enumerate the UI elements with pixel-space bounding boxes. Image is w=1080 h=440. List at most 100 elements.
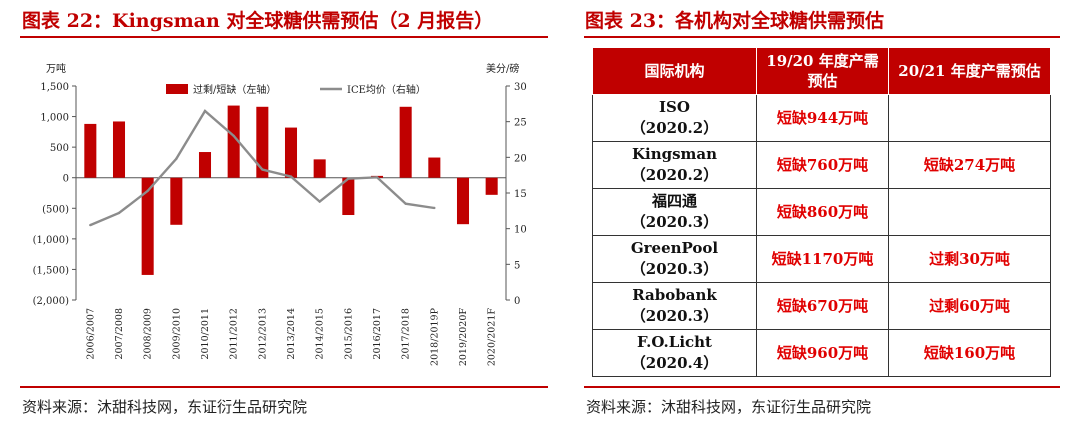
ice-price-point-2016/2017 — [375, 176, 379, 179]
bar-2015/2016 — [342, 177, 355, 216]
right-tick-label: 15 — [514, 189, 527, 200]
left-tick-label: 1,000 — [40, 113, 69, 124]
table-row: ISO （2020.2） 短缺944万吨 — [592, 94, 1051, 142]
table-source-divider — [584, 386, 1060, 388]
table-row: 福四通 （2020.3） 短缺860万吨 — [592, 188, 1051, 236]
estimate-2021 — [888, 188, 1051, 236]
left-tick-label: (1,000) — [33, 235, 70, 246]
bar-2014/2015 — [313, 159, 326, 178]
legend-bar-label: 过剩/短缺（左轴） — [193, 83, 276, 96]
x-tick-label: 2006/2007 — [85, 308, 96, 360]
ice-price-point-2014/2015 — [318, 200, 321, 203]
ice-price-point-2011/2012 — [232, 134, 235, 138]
x-tick-label: 2008/2009 — [143, 308, 154, 360]
supply-demand-chart: 万吨 美分/磅 (2,000) (1,500) (1,000) (500) 0 500 1,00… — [33, 62, 527, 367]
x-tick-label: 2016/2017 — [372, 308, 383, 360]
table-source: 资料来源：沐甜科技网，东证衍生品研究院 — [586, 398, 872, 416]
left-tick-label: (500) — [42, 204, 69, 215]
org-cell: Rabobank （2020.3） — [592, 282, 757, 330]
table-header-row: 国际机构 19/20 年度产需预估 20/21 年度产需预估 — [592, 47, 1051, 95]
bar-2006/2007 — [84, 123, 97, 178]
left-axis-unit: 万吨 — [46, 62, 66, 75]
x-tick-label: 2017/2018 — [401, 308, 412, 360]
bar-2011/2012 — [227, 105, 240, 178]
left-tick-label: (1,500) — [33, 265, 70, 276]
left-tick-label: 0 — [63, 174, 69, 185]
x-tick-label: 2007/2008 — [114, 308, 125, 360]
ice-price-point-2006/2007 — [89, 223, 92, 227]
table-row: Rabobank （2020.3） 短缺670万吨 过剩60万吨 — [592, 282, 1051, 330]
ice-price-point-2010/2011 — [203, 109, 207, 113]
estimate-2021 — [888, 94, 1051, 142]
right-tick-label: 0 — [514, 296, 520, 307]
estimate-2021: 短缺274万吨 — [888, 141, 1051, 189]
org-cell: 福四通 （2020.3） — [592, 188, 757, 236]
x-tick-label: 2011/2012 — [229, 308, 240, 360]
estimate-1920: 短缺860万吨 — [756, 188, 889, 236]
header-1920: 19/20 年度产需预估 — [756, 47, 889, 95]
table-row: F.O.Licht （2020.4） 短缺960万吨 短缺160万吨 — [592, 329, 1051, 377]
bar-2007/2008 — [112, 121, 126, 178]
table-title: 图表 23：各机构对全球糖供需预估 — [585, 10, 885, 32]
bar-2013/2014 — [284, 127, 298, 178]
bar-2019/2020F — [456, 177, 470, 225]
right-tick-label: 20 — [514, 153, 527, 164]
estimate-1920: 短缺760万吨 — [756, 141, 889, 189]
ice-price-point-2007/2008 — [117, 211, 121, 215]
legend-bar-swatch — [166, 84, 188, 94]
ice-price-point-2017/2018 — [404, 202, 407, 205]
org-cell: Kingsman （2020.2） — [592, 141, 757, 189]
ice-price-point-2013/2014 — [289, 175, 293, 178]
header-2021: 20/21 年度产需预估 — [888, 47, 1051, 95]
source-divider — [20, 386, 548, 388]
x-tick-label: 2012/2013 — [257, 308, 268, 360]
x-tick-label: 2019/2020F — [458, 308, 469, 367]
chart-source: 资料来源：沐甜科技网，东证衍生品研究院 — [22, 398, 308, 416]
estimate-2021: 过剩60万吨 — [888, 282, 1051, 330]
x-tick-label: 2018/2019P — [429, 307, 440, 366]
left-tick-label: 500 — [50, 143, 69, 154]
bar-2020/2021F — [485, 177, 498, 195]
bar-2010/2011 — [198, 152, 212, 178]
bar-2018/2019P — [428, 157, 441, 178]
table-row: Kingsman （2020.2） 短缺760万吨 短缺274万吨 — [592, 141, 1051, 189]
bar-2009/2010 — [170, 177, 183, 225]
x-tick-label: 2009/2010 — [171, 308, 182, 360]
estimate-2021: 过剩30万吨 — [888, 235, 1051, 283]
org-cell: F.O.Licht （2020.4） — [592, 329, 757, 377]
legend-line-label: ICE均价（右轴） — [347, 83, 426, 96]
bar-2008/2009 — [141, 177, 154, 275]
left-tick-label: 1,500 — [40, 82, 69, 93]
bar-2012/2013 — [256, 106, 269, 178]
table-row: GreenPool （2020.3） 短缺1170万吨 过剩30万吨 — [592, 235, 1051, 283]
estimate-1920: 短缺960万吨 — [756, 329, 889, 377]
estimates-table: 国际机构 19/20 年度产需预估 20/21 年度产需预估 ISO （2020.… — [592, 47, 1051, 377]
ice-price-point-2018/2019P — [433, 206, 436, 210]
org-cell: GreenPool （2020.3） — [592, 235, 757, 283]
estimate-2021: 短缺160万吨 — [888, 329, 1051, 377]
x-tick-label: 2014/2015 — [315, 308, 326, 360]
right-tick-label: 25 — [514, 118, 527, 129]
x-tick-label: 2013/2014 — [286, 308, 297, 360]
right-tick-label: 30 — [514, 82, 527, 93]
estimate-1920: 短缺1170万吨 — [756, 235, 889, 283]
ice-price-point-2012/2013 — [261, 168, 264, 171]
bar-2017/2018 — [399, 106, 412, 178]
right-tick-label: 5 — [514, 260, 520, 271]
x-tick-label: 2010/2011 — [200, 308, 211, 360]
estimate-1920: 短缺670万吨 — [756, 282, 889, 330]
right-tick-label: 10 — [514, 225, 527, 236]
ice-price-point-2015/2016 — [347, 177, 350, 180]
estimate-1920: 短缺944万吨 — [756, 94, 889, 142]
org-cell: ISO （2020.2） — [592, 94, 757, 142]
x-tick-label: 2015/2016 — [343, 308, 354, 360]
ice-price-point-2008/2009 — [146, 189, 149, 193]
right-axis-unit: 美分/磅 — [486, 62, 519, 75]
ice-price-point-2009/2010 — [175, 157, 178, 160]
table-title-divider — [584, 36, 1060, 38]
chart-title: 图表 22：Kingsman 对全球糖供需预估（2 月报告） — [22, 10, 494, 32]
x-tick-label: 2020/2021F — [487, 308, 498, 367]
header-institution: 国际机构 — [592, 47, 757, 95]
title-divider — [20, 36, 548, 38]
left-tick-label: (2,000) — [33, 296, 70, 307]
